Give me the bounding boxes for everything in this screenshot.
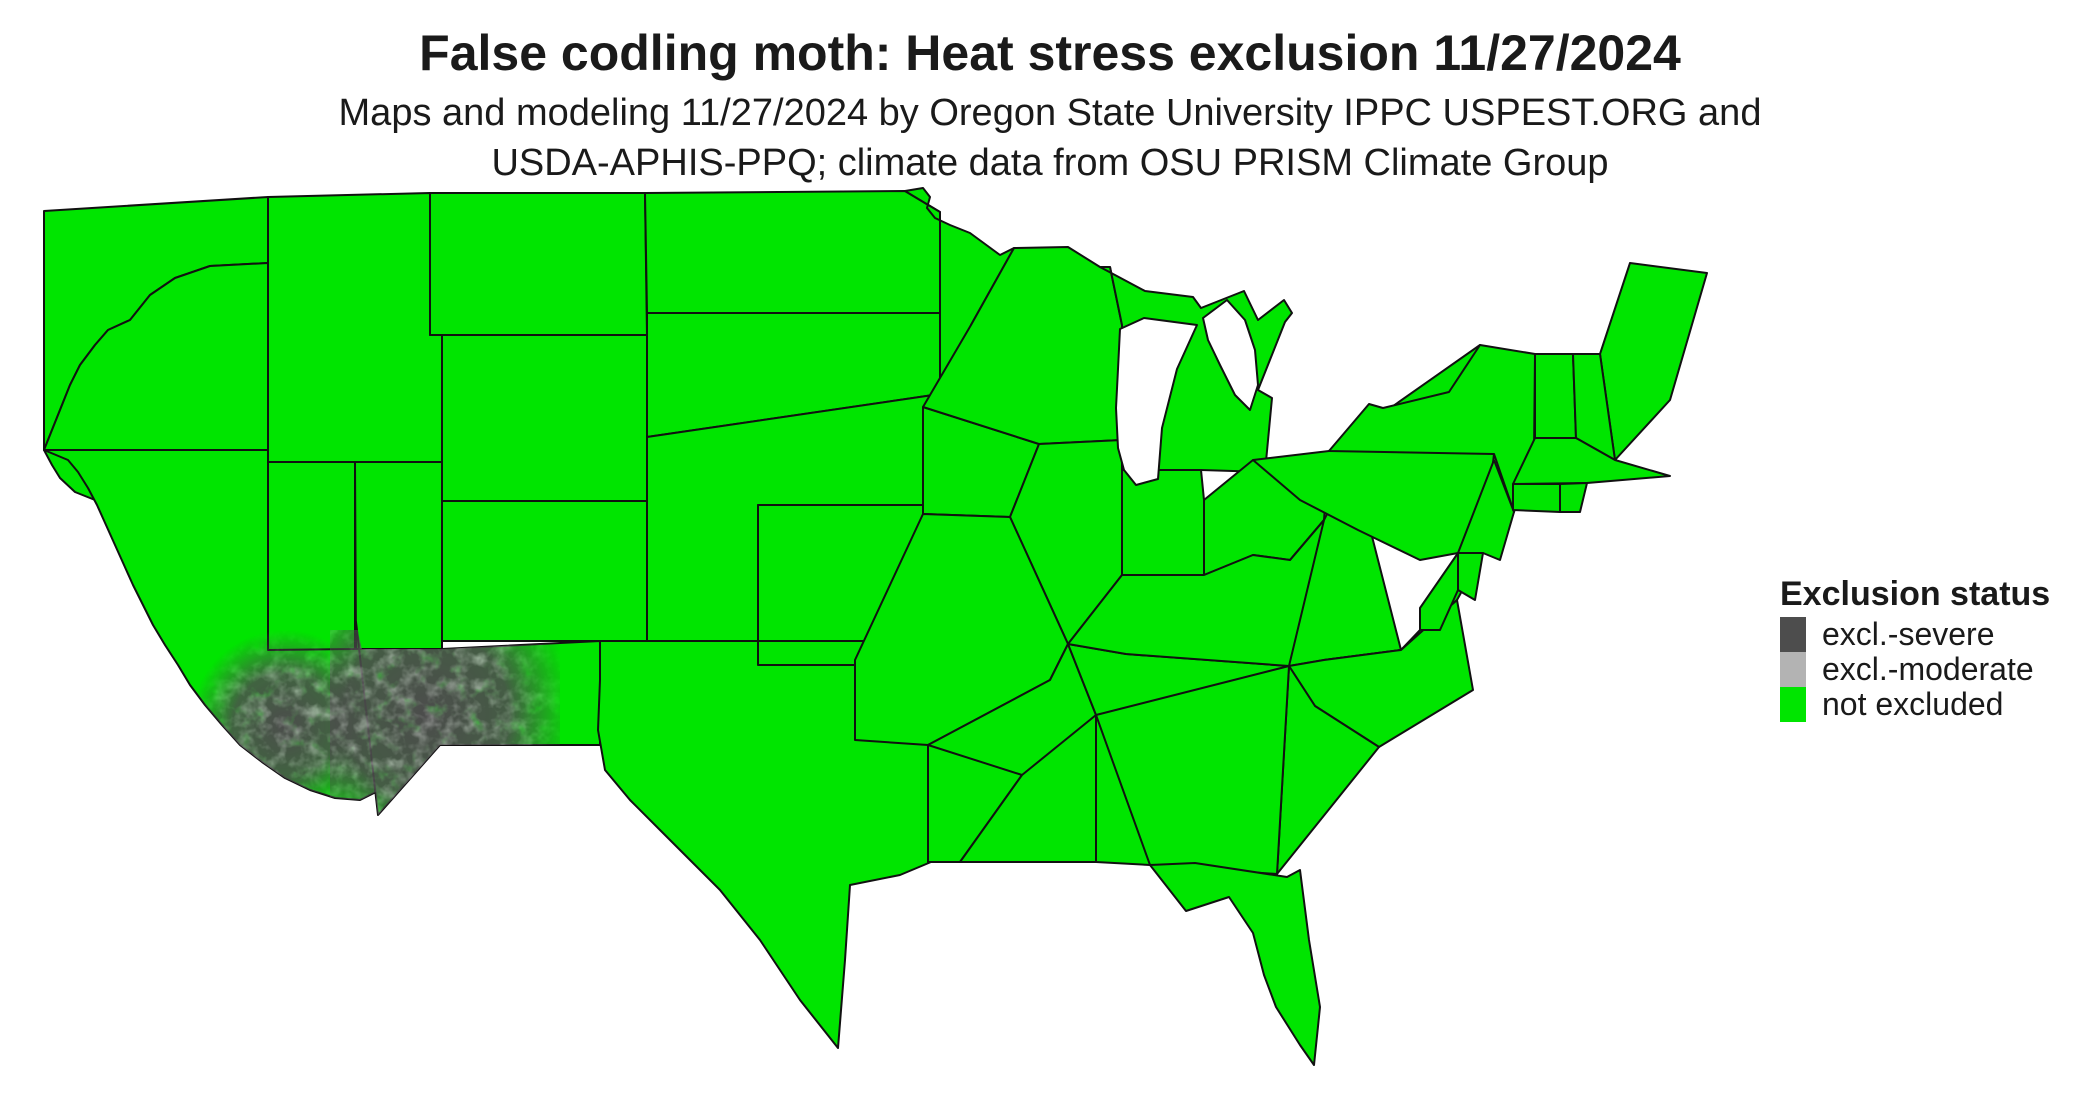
svg-text:excl.-severe: excl.-severe [1822, 616, 1995, 652]
svg-text:Exclusion status: Exclusion status [1780, 575, 2050, 613]
svg-text:excl.-moderate: excl.-moderate [1822, 651, 2034, 687]
svg-text:not excluded: not excluded [1822, 686, 2003, 722]
